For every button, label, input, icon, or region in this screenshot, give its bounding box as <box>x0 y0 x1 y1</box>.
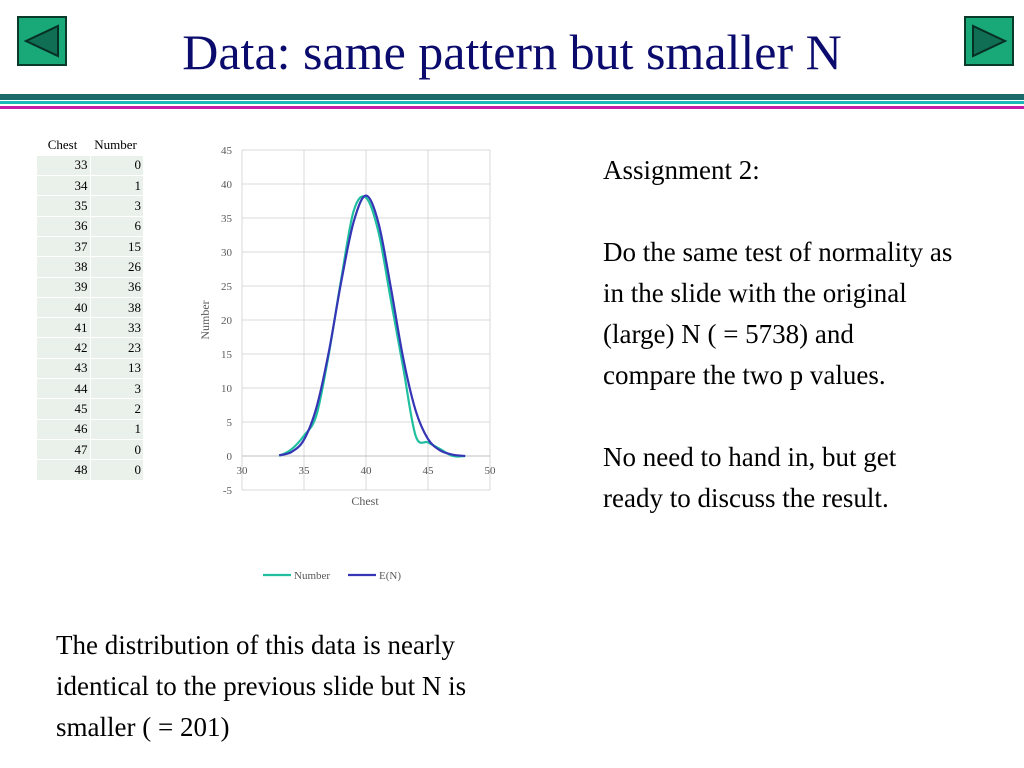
distribution-caption: The distribution of this data is nearly … <box>56 630 467 742</box>
table-cell-number: 0 <box>89 155 143 177</box>
table-cell-chest: 40 <box>37 297 90 319</box>
table-row: 46 1 <box>37 419 143 440</box>
previous-slide-button[interactable] <box>17 16 67 66</box>
x-tick-label: 35 <box>299 465 311 477</box>
y-tick-label: 35 <box>221 213 233 225</box>
series-line-expected <box>278 194 466 458</box>
table-cell-number: 3 <box>89 195 143 217</box>
table-cell-number: 33 <box>89 317 143 339</box>
title-divider-dark <box>0 94 1024 100</box>
table-cell-chest: 36 <box>37 216 90 237</box>
table-cell-chest: 37 <box>37 236 90 258</box>
table-cell-number: 1 <box>89 419 143 440</box>
table-cell-chest: 43 <box>37 358 90 380</box>
table-row: 38 26 <box>37 256 143 278</box>
table-cell-number: 0 <box>89 459 143 481</box>
x-tick-label: 50 <box>485 465 497 477</box>
x-axis-title: Chest <box>351 494 379 508</box>
column-header-chest: Chest <box>37 135 90 156</box>
table-row: 37 15 <box>37 236 143 258</box>
table-row: 40 38 <box>37 297 143 319</box>
y-tick-label: 20 <box>221 315 233 327</box>
table-cell-chest: 45 <box>37 398 90 420</box>
table-row: 41 33 <box>37 317 143 339</box>
table-cell-chest: 44 <box>37 378 90 400</box>
chart-series <box>278 194 466 458</box>
table-cell-chest: 46 <box>37 419 90 440</box>
table-cell-chest: 41 <box>37 317 90 339</box>
assignment-heading: Assignment 2: <box>603 155 760 185</box>
assignment-panel: Assignment 2: Do the same test of normal… <box>603 150 953 560</box>
table-cell-number: 13 <box>89 358 143 380</box>
table-cell-number: 38 <box>89 297 143 319</box>
triangle-left-icon <box>23 24 59 58</box>
y-tick-label: 5 <box>227 417 233 429</box>
table-cell-chest: 38 <box>37 256 90 278</box>
table-row: 34 1 <box>37 175 143 197</box>
legend-label: Number <box>294 570 330 582</box>
y-tick-label: 25 <box>221 281 233 293</box>
y-tick-label: 40 <box>221 179 233 191</box>
table-row: 35 3 <box>37 195 143 217</box>
table-cell-number: 3 <box>89 378 143 400</box>
table-cell-number: 26 <box>89 256 143 278</box>
table-row: 36 6 <box>37 216 143 237</box>
table-cell-chest: 34 <box>37 175 90 197</box>
x-tick-label: 45 <box>423 465 435 477</box>
table-row: 43 13 <box>37 358 143 380</box>
x-tick-label: 40 <box>361 465 373 477</box>
y-tick-label: 45 <box>221 145 233 157</box>
table-cell-number: 6 <box>89 216 143 237</box>
next-slide-button[interactable] <box>964 16 1014 66</box>
table-cell-chest: 35 <box>37 195 90 217</box>
table-row: 33 0 <box>37 155 143 177</box>
line-chart: -5 0 5 10 15 20 25 30 35 40 45 30 35 40 45 50 Number C… <box>198 145 497 582</box>
table-cell-number: 15 <box>89 236 143 258</box>
table-cell-number: 0 <box>89 439 143 461</box>
table-cell-chest: 47 <box>37 439 90 461</box>
y-tick-label: 0 <box>227 451 233 463</box>
x-tick-label: 30 <box>237 465 249 477</box>
table-cell-number: 1 <box>89 175 143 197</box>
table-header-row: Chest Number <box>37 135 143 156</box>
table-row: 42 23 <box>37 337 143 359</box>
y-tick-label: -5 <box>223 485 233 497</box>
y-tick-label: 15 <box>221 349 233 361</box>
table-row: 45 2 <box>37 398 143 420</box>
y-tick-label: 10 <box>221 383 233 395</box>
table-cell-number: 23 <box>89 337 143 359</box>
y-tick-labels: -5 0 5 10 15 20 25 30 35 40 45 <box>221 145 233 497</box>
legend-label: E(N) <box>379 570 401 582</box>
title-divider-magenta <box>0 106 1024 109</box>
slide-title: Data: same pattern but smaller N <box>182 24 842 80</box>
table-cell-chest: 48 <box>37 459 90 481</box>
chart-legend: Number E(N) <box>263 570 401 582</box>
table-cell-number: 2 <box>89 398 143 420</box>
table-row: 39 36 <box>37 277 143 298</box>
table-row: 44 3 <box>37 378 143 400</box>
series-line-number <box>278 195 466 458</box>
table-row: 47 0 <box>37 439 143 461</box>
table-cell-chest: 33 <box>37 155 90 177</box>
chart-gridlines <box>241 149 491 491</box>
assignment-note: No need to hand in, but get ready to dis… <box>603 442 897 513</box>
y-tick-label: 30 <box>221 247 233 259</box>
x-tick-labels: 30 35 40 45 50 <box>237 465 497 477</box>
table-cell-number: 36 <box>89 277 143 298</box>
column-header-number: Number <box>90 135 143 156</box>
data-table: Chest Number 33 0 34 1 35 3 36 6 37 15 38 26 39 36 40 3… <box>37 135 143 481</box>
triangle-right-icon <box>972 24 1008 58</box>
assignment-body: Do the same test of normality as in the … <box>603 237 953 390</box>
title-divider-teal <box>0 101 1024 104</box>
table-row: 48 0 <box>37 459 143 481</box>
table-cell-chest: 42 <box>37 337 90 359</box>
y-axis-title: Number <box>198 300 212 339</box>
table-cell-chest: 39 <box>37 277 90 298</box>
